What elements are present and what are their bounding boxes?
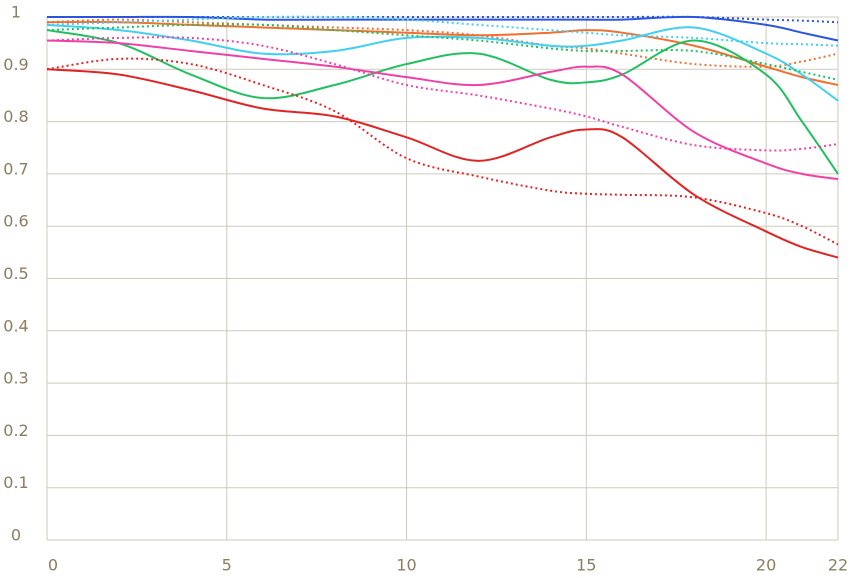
series-line	[46, 18, 839, 68]
y-tick-label: 0.6	[3, 212, 28, 231]
y-tick-label: 0.5	[3, 264, 28, 283]
series-line	[46, 29, 839, 175]
series-line	[46, 36, 839, 152]
y-tick-label: 0	[11, 526, 21, 545]
y-tick-label: 0.4	[3, 316, 28, 335]
x-tick-label: 5	[222, 556, 232, 575]
x-tick-label: 22	[828, 556, 848, 575]
y-tick-label: 0.1	[3, 473, 28, 492]
x-tick-label: 20	[756, 556, 776, 575]
series-line	[47, 15, 839, 24]
x-tick-label: 15	[576, 556, 596, 575]
y-tick-label: 0.2	[3, 421, 28, 440]
y-tick-label: 0.3	[3, 369, 28, 388]
y-tick-label: 0.8	[3, 107, 28, 126]
y-tick-label: 0.7	[3, 159, 28, 178]
x-tick-label: 10	[396, 556, 416, 575]
series-line	[46, 15, 839, 47]
series-line	[46, 39, 839, 181]
series-line	[46, 23, 839, 102]
series-line	[46, 68, 839, 259]
series-line	[46, 23, 839, 81]
series-line	[46, 57, 839, 246]
x-tick-label: 0	[48, 556, 58, 575]
y-tick-label: 1	[11, 3, 21, 22]
y-tick-label: 0.9	[3, 55, 28, 74]
